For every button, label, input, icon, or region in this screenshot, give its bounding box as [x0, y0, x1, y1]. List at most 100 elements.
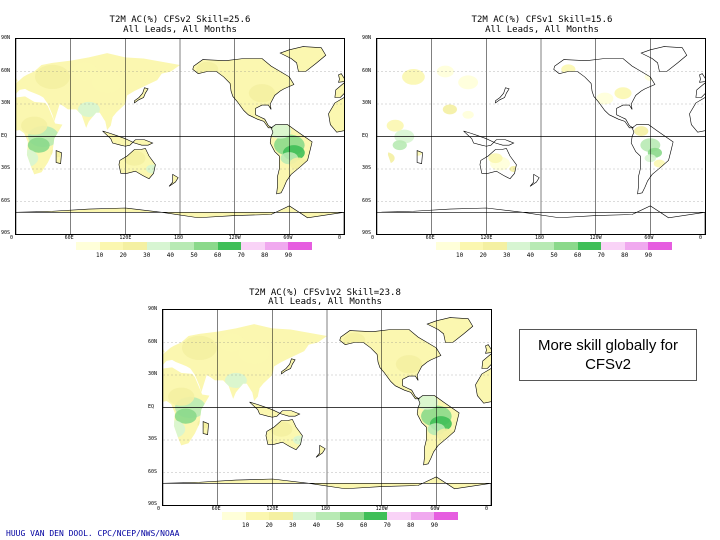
skill-region — [21, 116, 48, 135]
world-map — [376, 38, 706, 235]
colorbar-segment — [363, 512, 388, 520]
skill-region — [269, 123, 292, 139]
colorbar-strip — [76, 242, 312, 250]
coastline-antarctica — [377, 205, 705, 234]
colorbar-segment — [269, 512, 293, 520]
map-title: T2M AC(%) CFSv1 Skill=15.6 — [471, 15, 613, 25]
skill-region — [181, 335, 217, 361]
colorbar-segment — [217, 242, 242, 250]
lon-tick-label: 0 — [157, 506, 161, 512]
colorbar-segment — [410, 512, 435, 520]
colorbar-label: 10 — [95, 252, 104, 259]
coastline-uk — [338, 73, 344, 83]
skill-region — [196, 61, 219, 77]
colorbar-segment — [434, 512, 458, 520]
colorbar-segment — [193, 242, 218, 250]
skill-region — [436, 428, 455, 441]
skill-region — [248, 84, 276, 103]
lon-tick-label: 0 — [10, 235, 14, 241]
lat-tick-label: 90S — [148, 501, 158, 507]
author-credit: HUUG VAN DEN DOOL. CPC/NCEP/NWS/NOAA — [6, 529, 180, 538]
colorbar-segment — [99, 242, 124, 250]
skill-region — [653, 159, 666, 168]
lon-tick-label: 60E — [64, 235, 74, 241]
skill-region — [98, 108, 116, 121]
coastline-uk — [485, 344, 491, 354]
coastline-japan — [281, 358, 296, 375]
skill-region — [245, 379, 263, 392]
colorbar-segment — [483, 242, 507, 250]
coastline-japan — [495, 87, 510, 104]
colorbar-label: 30 — [289, 522, 297, 529]
skill-region — [634, 126, 649, 137]
lat-tick-label: 60N — [1, 67, 11, 74]
colorbar-label: 10 — [455, 252, 464, 259]
lat-tick-label: 30S — [1, 165, 11, 171]
colorbar-label: 80 — [621, 252, 629, 259]
colorbar-segment — [222, 512, 246, 520]
coastline-australia — [118, 148, 156, 180]
lat-tick-label: 60N — [148, 338, 158, 345]
lat-tick-label: 60S — [362, 197, 372, 204]
colorbar-segment — [624, 242, 649, 250]
colorbar-segment — [76, 242, 100, 250]
coastline-madagascar — [202, 421, 209, 435]
lat-tick-label: 30N — [1, 100, 11, 106]
skill-region — [458, 75, 479, 90]
lon-tick-label: 120W — [375, 506, 388, 512]
colorbar-segment — [387, 512, 411, 520]
colorbar-label: 90 — [644, 252, 652, 259]
skill-region — [27, 137, 50, 153]
lat-tick-label: 30N — [362, 100, 372, 106]
lon-tick-label: 120W — [589, 235, 602, 241]
lat-tick-label: 60S — [1, 197, 11, 204]
colorbar-label: 40 — [312, 522, 320, 529]
coastline-greenland — [279, 46, 327, 72]
colorbar-segment — [292, 512, 317, 520]
colorbar-label: 60 — [213, 252, 222, 259]
skill-region — [91, 71, 123, 93]
lat-tick-label: 90S — [1, 230, 11, 236]
lat-tick-label: EQ — [362, 132, 369, 139]
skill-region — [77, 101, 100, 117]
skill-region — [224, 372, 247, 388]
world-map-plot — [163, 310, 491, 505]
skill-region — [462, 110, 474, 119]
colorbar-label: 70 — [597, 252, 605, 259]
lon-tick-label: 60W — [644, 235, 654, 241]
coastline-nz — [315, 444, 326, 458]
colorbar-segment — [123, 242, 147, 250]
colorbar-segment — [264, 242, 289, 250]
coastline-madagascar — [55, 150, 62, 164]
skill-region — [402, 69, 425, 85]
map-subtitle: All Leads, All Months — [268, 297, 382, 307]
colorbar-label: 60 — [359, 522, 368, 529]
colorbar-label: 30 — [143, 252, 151, 259]
map-subtitle: All Leads, All Months — [485, 25, 599, 35]
skill-region — [168, 387, 195, 406]
colorbar-label: 80 — [407, 522, 415, 529]
skill-region — [596, 92, 614, 105]
lat-tick-label: 90N — [1, 35, 11, 41]
lon-tick-label: 60E — [211, 506, 221, 512]
coastline-japan — [134, 87, 149, 104]
colorbar-segment — [530, 242, 554, 250]
coastline-indonesia — [463, 130, 515, 147]
colorbar-segment — [241, 242, 265, 250]
callout-line-1: More skill globally for — [537, 337, 679, 354]
world-map — [162, 309, 492, 506]
coastline-australia — [265, 419, 303, 451]
lon-tick-label: 60W — [430, 506, 440, 512]
skill-region — [123, 150, 146, 166]
skill-region — [238, 342, 270, 364]
lon-tick-label: 120E — [266, 506, 279, 512]
coastline-greenland — [426, 317, 474, 343]
lon-tick-label: 0 — [485, 506, 489, 512]
colorbar-segment — [288, 242, 312, 250]
colorbar-segment — [577, 242, 602, 250]
colorbar-segment — [146, 242, 171, 250]
lat-tick-label: EQ — [1, 132, 8, 139]
map-title: T2M AC(%) CFSv1v2 Skill=23.8 — [249, 288, 401, 298]
colorbar-label: 40 — [166, 252, 174, 259]
lat-tick-label: 90S — [362, 230, 372, 236]
